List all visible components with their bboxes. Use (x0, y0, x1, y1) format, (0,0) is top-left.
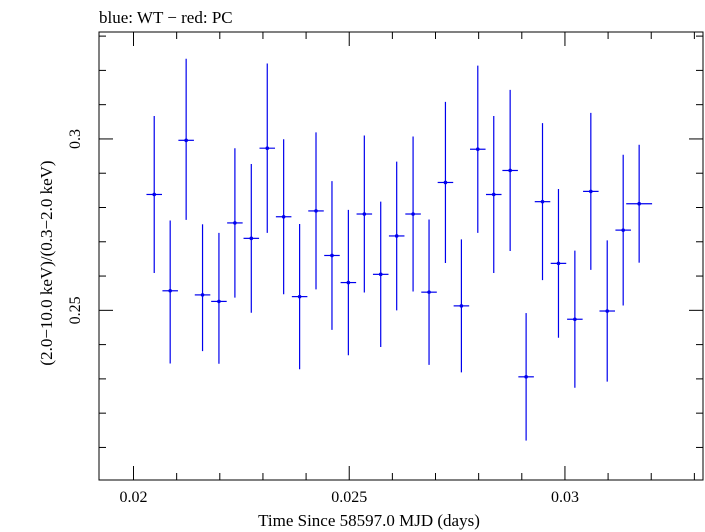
data-point (291, 223, 308, 370)
data-marker (589, 189, 593, 194)
data-marker (540, 199, 545, 204)
data-marker (605, 309, 610, 313)
axis-tick-labels: 0.02 0.025 0.03 0.25 0.3 (67, 129, 579, 506)
data-marker (233, 221, 237, 225)
data-marker (491, 192, 496, 197)
data-point (583, 112, 599, 270)
data-marker (573, 317, 577, 322)
data-point (340, 209, 357, 356)
data-point (405, 136, 421, 292)
data-point (275, 139, 292, 295)
data-marker (200, 293, 205, 297)
data-point (194, 224, 211, 352)
data-marker (330, 253, 334, 258)
y-axis-label: (2.0−10.0 keV)/(0.3−2.0 keV) (37, 160, 56, 365)
data-point (421, 219, 437, 365)
data-marker (394, 234, 399, 238)
data-point (437, 101, 454, 264)
data-marker (459, 304, 464, 308)
data-marker (281, 214, 286, 219)
data-point (372, 201, 389, 348)
data-point (259, 63, 276, 233)
y-tick-label: 0.3 (67, 129, 84, 149)
axis-ticks (99, 32, 703, 480)
data-marker (637, 201, 641, 206)
data-marker (427, 290, 431, 294)
data-marker (297, 294, 302, 299)
data-series-wt (146, 58, 653, 441)
x-tick-label: 0.03 (551, 489, 579, 506)
data-point (626, 144, 653, 263)
x-tick-label: 0.025 (331, 489, 367, 506)
data-marker (556, 261, 561, 266)
data-marker (475, 147, 480, 152)
data-point (599, 240, 615, 382)
plot-frame (98, 31, 704, 481)
data-point (308, 132, 324, 290)
data-marker (621, 228, 625, 232)
data-marker (265, 146, 270, 150)
data-point (470, 65, 486, 233)
x-tick-label: 0.02 (120, 489, 148, 506)
chart-title: blue: WT − red: PC (99, 8, 233, 27)
data-marker (168, 288, 172, 293)
data-marker (249, 236, 254, 241)
data-point (534, 123, 551, 281)
data-marker (184, 138, 188, 143)
data-marker (508, 168, 512, 173)
data-point (550, 188, 567, 338)
data-marker (524, 375, 528, 379)
data-point (243, 163, 260, 313)
data-marker (314, 209, 318, 213)
data-point (162, 220, 178, 364)
data-point (502, 89, 518, 252)
data-marker (411, 212, 415, 216)
data-point (211, 232, 227, 364)
data-marker (217, 299, 221, 304)
data-point (146, 115, 162, 273)
data-marker (346, 280, 351, 285)
data-point (485, 115, 502, 273)
data-marker (378, 272, 383, 277)
x-axis-label: Time Since 58597.0 MJD (days) (258, 511, 480, 530)
y-tick-label: 0.25 (67, 296, 84, 324)
data-point (453, 239, 470, 373)
data-marker (362, 212, 367, 216)
data-point (615, 154, 631, 306)
data-point (178, 58, 194, 220)
data-point (227, 148, 243, 298)
data-point (356, 135, 373, 293)
data-point (388, 161, 405, 311)
data-marker (152, 192, 157, 197)
data-point (324, 181, 340, 330)
data-point (518, 313, 534, 441)
data-marker (443, 180, 448, 185)
data-point (567, 250, 583, 388)
